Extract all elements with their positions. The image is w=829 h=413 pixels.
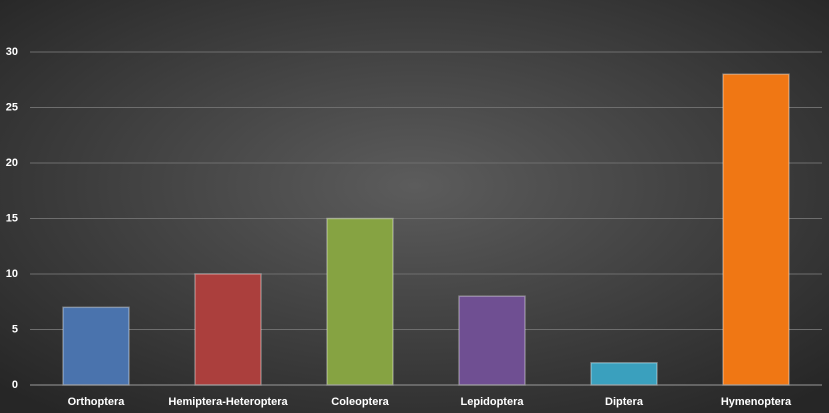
y-tick-label: 30 [6,46,18,58]
y-tick-label: 25 [6,101,18,113]
x-tick-label: Orthoptera [68,396,126,408]
bar [194,273,262,386]
x-tick-label: Lepidoptera [461,396,525,408]
bar [590,362,658,386]
bar [62,306,130,386]
y-tick-label: 0 [12,379,18,391]
y-tick-label: 20 [6,157,18,169]
bar [722,73,790,386]
bar [458,295,526,386]
x-tick-label: Coleoptera [331,396,389,408]
y-tick-label: 10 [6,268,18,280]
x-tick-label: Hemiptera-Heteroptera [168,396,288,408]
y-tick-label: 15 [6,212,18,224]
x-tick-label: Hymenoptera [721,396,792,408]
x-tick-label: Diptera [605,396,644,408]
bar [326,217,394,386]
y-tick-label: 5 [12,323,18,335]
